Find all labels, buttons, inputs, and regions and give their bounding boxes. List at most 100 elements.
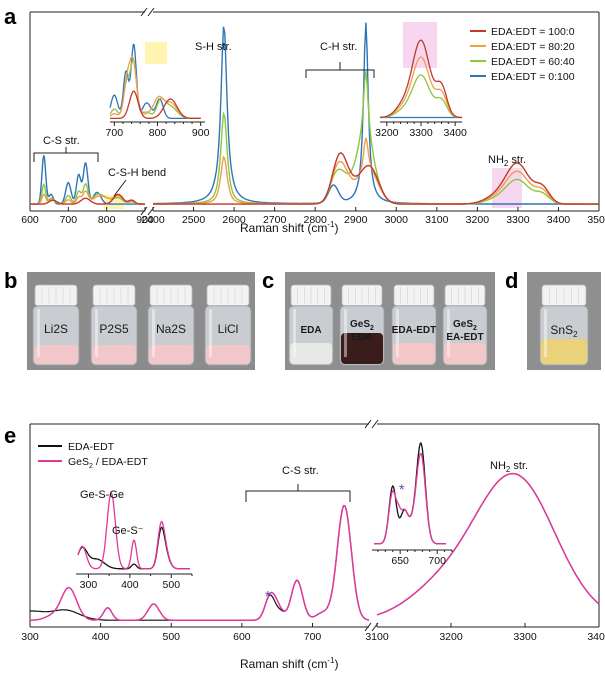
inset-e-right-tick-label: 700 (428, 555, 446, 567)
inset-e-left-tick-label: 300 (80, 579, 98, 591)
vial-glare (396, 309, 399, 357)
vial-b-label: Na2S (156, 322, 186, 336)
panel-e-legend: EDA-EDT GeS2 / EDA-EDT (38, 441, 148, 470)
inset-a-left-spectrum-100-0 (110, 90, 201, 120)
vial-glare (95, 309, 98, 357)
vial-c-label: GeS2 (350, 319, 374, 332)
panel-e-inset-right: 650 700 * (372, 441, 453, 567)
legend-e-label-main: GeS (68, 456, 89, 468)
vial-c-label-line2: EA-EDT (446, 332, 483, 343)
inset-e-left-tick-label: 400 (121, 579, 139, 591)
e-tick-label: 300 (21, 631, 39, 643)
panel-e-spectra (29, 472, 600, 622)
legend-e-label-post: / EDA-EDT (93, 456, 148, 468)
inset-e-left-ges2 (77, 491, 190, 570)
vial-b (90, 284, 138, 366)
a-tick-label: 800 (98, 214, 116, 226)
e-tick-label: 500 (162, 631, 180, 643)
vial-glare (152, 309, 155, 357)
a-tick-label: 700 (60, 214, 78, 226)
inset-e-right-eda-edt (374, 441, 447, 545)
spectrum-0-100 (30, 22, 599, 205)
ch-bracket (305, 62, 375, 78)
vial-c-label-main: GeS (453, 319, 473, 330)
inset-a-right-tick-label: 3300 (409, 127, 433, 139)
vial-liquid (444, 343, 486, 364)
legend-a-label: EDA:EDT = 100:0 (491, 26, 575, 38)
a-tick-label: 2500 (182, 214, 206, 226)
vial-c-label-sub: 2 (370, 325, 374, 332)
legend-e-label: GeS2 / EDA-EDT (68, 456, 148, 470)
annotation-nh2-str: NH2 str. (488, 154, 526, 168)
inset-a-left-spectrum-0-100 (109, 43, 201, 120)
e-tick-label: 400 (92, 631, 110, 643)
vial-c-label: EDA-EDT (392, 325, 436, 336)
e-tick-label: 700 (304, 631, 322, 643)
e-cs-bracket (245, 484, 351, 502)
vial-glare (37, 309, 40, 357)
panel-a-inset-left: 700 800 900 (106, 43, 210, 139)
vial-b-label: Li2S (44, 322, 68, 336)
e-tick-label: 3300 (513, 631, 537, 643)
vial-d (539, 284, 589, 366)
vial-b (204, 284, 252, 366)
vial-d-label-sub: 2 (573, 330, 578, 339)
legend-e-label-sub: 2 (89, 463, 93, 470)
annotation-ch-str: C-H str. (320, 41, 357, 53)
axis-break-top-e (364, 419, 379, 429)
vial-d-label: SnS2 (550, 323, 578, 339)
panel-a-legend: EDA:EDT = 100:0 EDA:EDT = 80:20 EDA:EDT = … (470, 26, 575, 83)
vial-c-label-sub: 2 (473, 325, 477, 332)
inset-e-right-ges2 (374, 452, 447, 545)
annotation-csh-bend: C-S-H bend (108, 167, 166, 179)
vial-c-label: GeS2 (453, 319, 477, 332)
vials-d: SnS2 (539, 284, 589, 366)
vial-glare (344, 309, 347, 357)
vial-liquid (290, 343, 332, 364)
inset-a-right-spectrum-100-0 (379, 39, 463, 119)
vial-c-label-line2: EDA (351, 332, 372, 343)
vial-c-label-main: GeS (350, 319, 370, 330)
vial-glare (447, 309, 450, 357)
annotation-ge-s-minus: Ge-S⁻ (112, 525, 144, 537)
panel-d: d SnS2 (505, 268, 601, 370)
legend-a-label: EDA:EDT = 60:40 (491, 56, 575, 68)
panel-b-letter: b (4, 268, 17, 293)
vial-liquid (149, 345, 193, 364)
vials-b: Li2S P2S5 Na2S LiCl (32, 284, 252, 366)
vial-glare (209, 309, 212, 357)
panel-a-inset-right: 3200 3300 3400 (375, 39, 467, 139)
annotation-ge-s-ge: Ge-S-Ge (80, 489, 124, 501)
a-tick-label: 3500 (587, 214, 605, 226)
a-tick-label: 2400 (141, 214, 165, 226)
panel-c-letter: c (262, 268, 274, 293)
vial-d-label-main: SnS (550, 323, 573, 337)
vial-b (147, 284, 195, 366)
a-tick-label: 900 (136, 214, 154, 226)
legend-a-label: EDA:EDT = 0:100 (491, 71, 575, 83)
panel-e: e 300 400 500 600 700 3100 3200 3300 3400 Raman … (4, 419, 605, 671)
vial-c (288, 284, 334, 366)
inset-highlight-pink (403, 22, 437, 68)
a-tick-label: 2900 (344, 214, 368, 226)
inset-a-right-spectrum-80-20 (379, 56, 463, 119)
annotation-sh-str: S-H str. (195, 41, 232, 53)
a-tick-label: 3100 (425, 214, 449, 226)
vial-liquid (341, 333, 383, 364)
vial-liquid (34, 345, 78, 364)
e-tick-label: 3200 (439, 631, 463, 643)
inset-e-star-marker: * (399, 481, 405, 497)
e-tick-label: 3400 (587, 631, 605, 643)
panel-a-x-label: Raman shift (cm-1) (240, 220, 338, 235)
annotation-e-cs-str: C-S str. (282, 465, 319, 477)
inset-a-left-tick-label: 900 (192, 127, 210, 139)
e-tick-label: 3100 (365, 631, 389, 643)
e-tick-label: 600 (233, 631, 251, 643)
axis-break-top (140, 7, 155, 17)
vial-c (391, 284, 437, 366)
a-tick-label: 3400 (547, 214, 571, 226)
spectrum-ges2-eda-edt (30, 472, 600, 622)
